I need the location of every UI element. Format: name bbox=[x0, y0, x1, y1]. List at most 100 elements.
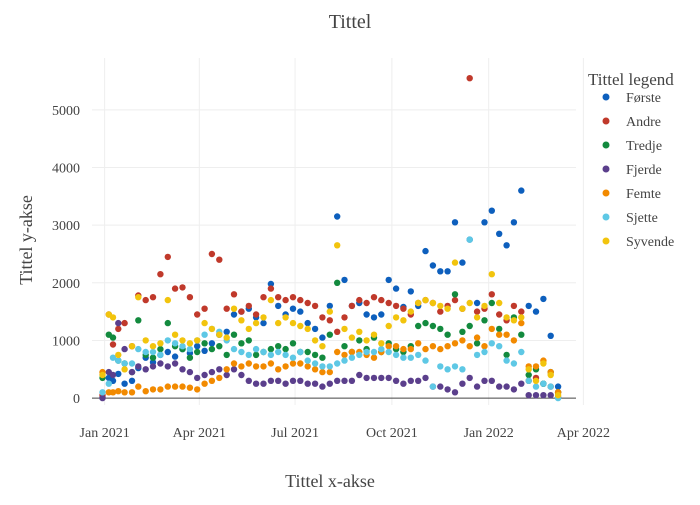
data-point bbox=[422, 296, 429, 304]
data-point bbox=[109, 389, 117, 396]
data-point bbox=[289, 319, 297, 327]
data-point bbox=[289, 340, 297, 347]
data-point bbox=[149, 294, 157, 301]
data-point bbox=[149, 386, 157, 393]
data-point bbox=[238, 317, 245, 324]
data-point bbox=[216, 343, 223, 350]
data-point bbox=[429, 383, 437, 390]
data-point bbox=[216, 366, 223, 373]
data-point bbox=[164, 253, 171, 261]
data-point bbox=[304, 299, 311, 307]
data-point bbox=[230, 366, 238, 373]
data-point bbox=[157, 351, 164, 359]
data-point bbox=[275, 319, 282, 327]
data-point bbox=[400, 305, 407, 312]
data-point bbox=[547, 383, 554, 390]
data-point bbox=[238, 340, 245, 347]
data-point bbox=[437, 383, 444, 390]
data-point bbox=[437, 345, 444, 353]
data-point bbox=[459, 259, 466, 266]
data-point bbox=[488, 207, 495, 214]
data-point bbox=[121, 319, 128, 327]
data-point bbox=[319, 343, 326, 350]
data-point bbox=[554, 383, 562, 390]
data-point bbox=[392, 351, 400, 359]
data-point bbox=[385, 322, 392, 330]
data-point bbox=[128, 389, 136, 396]
data-point bbox=[171, 383, 179, 390]
data-point bbox=[510, 317, 518, 324]
data-point bbox=[437, 363, 444, 370]
data-point bbox=[245, 377, 252, 384]
y-tick-label: 2000 bbox=[52, 277, 80, 292]
data-point bbox=[289, 377, 297, 384]
data-point bbox=[179, 383, 186, 390]
data-point bbox=[238, 363, 245, 370]
legend: Tittel legend Første Andre Tredje Fjerde Fem… bbox=[588, 70, 674, 250]
data-point bbox=[128, 343, 136, 350]
data-point bbox=[282, 296, 289, 304]
data-point bbox=[109, 354, 117, 361]
data-point bbox=[451, 363, 459, 370]
data-point bbox=[348, 354, 356, 361]
data-point bbox=[164, 383, 171, 390]
data-point bbox=[230, 360, 238, 367]
data-point bbox=[525, 392, 532, 399]
data-point bbox=[400, 380, 407, 387]
data-point bbox=[415, 377, 422, 384]
data-point bbox=[275, 343, 282, 350]
x-axis-ticks: Jan 2021 Apr 2021 Jul 2021 Oct 2021 Jan 2022… bbox=[80, 426, 610, 441]
legend-item-label: Sjette bbox=[626, 211, 658, 226]
data-point bbox=[245, 325, 252, 333]
data-point bbox=[186, 384, 194, 391]
data-point bbox=[510, 219, 518, 226]
data-point bbox=[297, 296, 304, 304]
data-point bbox=[179, 343, 186, 350]
data-point bbox=[223, 328, 230, 335]
data-point bbox=[451, 291, 459, 298]
data-point bbox=[363, 374, 370, 382]
data-point bbox=[260, 294, 267, 301]
data-point bbox=[121, 366, 128, 373]
data-point bbox=[532, 392, 540, 399]
y-tick-label: 5000 bbox=[52, 104, 80, 119]
data-point bbox=[208, 368, 216, 376]
data-point bbox=[319, 363, 326, 370]
data-point bbox=[496, 325, 503, 333]
data-point bbox=[518, 348, 525, 356]
data-point bbox=[311, 337, 319, 344]
legend-marker bbox=[602, 117, 610, 125]
data-point bbox=[540, 360, 547, 367]
data-point bbox=[99, 394, 106, 402]
data-point bbox=[194, 311, 201, 318]
data-point bbox=[171, 340, 179, 347]
data-point bbox=[481, 302, 488, 310]
data-point bbox=[473, 340, 481, 347]
data-point bbox=[510, 337, 518, 344]
data-point bbox=[260, 319, 267, 327]
data-point bbox=[326, 368, 333, 376]
data-point bbox=[334, 279, 341, 286]
data-point bbox=[363, 299, 370, 307]
data-point bbox=[415, 351, 422, 359]
y-axis-title: Tittel y-akse bbox=[16, 195, 36, 285]
data-point bbox=[311, 302, 319, 310]
data-point bbox=[341, 276, 348, 284]
data-point bbox=[135, 294, 142, 301]
data-point bbox=[525, 371, 532, 379]
data-point bbox=[230, 305, 238, 312]
data-point bbox=[99, 371, 106, 379]
data-point bbox=[164, 337, 171, 344]
data-point bbox=[503, 242, 510, 249]
y-axis-ticks: 0 1000 2000 3000 4000 5000 bbox=[52, 104, 80, 407]
data-point bbox=[407, 288, 414, 295]
data-point bbox=[142, 366, 149, 373]
data-point bbox=[356, 351, 363, 359]
data-point bbox=[297, 322, 304, 330]
data-point bbox=[319, 368, 326, 376]
data-point bbox=[429, 299, 437, 307]
data-point bbox=[282, 363, 289, 370]
data-point bbox=[473, 299, 481, 307]
